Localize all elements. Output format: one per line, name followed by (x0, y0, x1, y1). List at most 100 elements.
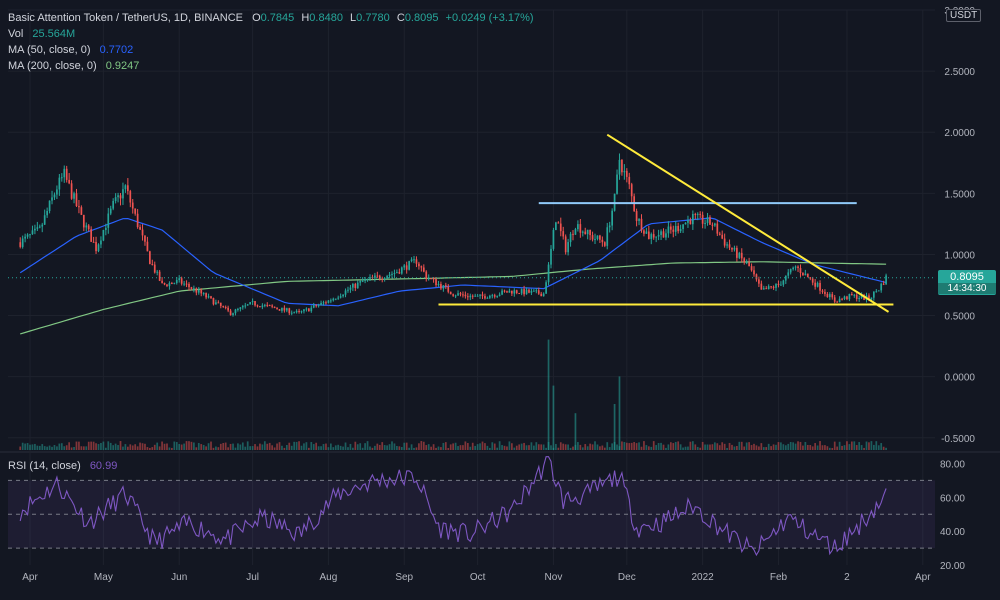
candle-body (838, 298, 841, 303)
volume-bar (811, 446, 814, 450)
volume-bar (828, 447, 831, 450)
high-label: H (301, 12, 310, 24)
ma50-value: 0.7702 (99, 44, 134, 56)
candle-body (608, 225, 611, 228)
candle-body (315, 305, 318, 307)
currency-badge[interactable]: USDT (946, 9, 982, 22)
volume-bar (21, 442, 24, 450)
volume-bar (687, 446, 689, 450)
volume-bar (537, 444, 540, 450)
candle-body (684, 222, 687, 225)
candle-body (342, 294, 344, 297)
volume-bar (388, 444, 391, 450)
candle-body (591, 235, 594, 240)
candle-body (716, 223, 719, 234)
ma200-label[interactable]: MA (200, close, 0) (8, 60, 97, 72)
volume-bar (102, 441, 105, 450)
candle-body (285, 308, 288, 311)
volume-bar (638, 442, 640, 450)
candle-body (616, 174, 618, 194)
volume-bar (366, 441, 369, 450)
candle-body (447, 286, 450, 292)
candle-body (704, 222, 706, 224)
candle-body (877, 290, 880, 292)
volume-bar (569, 447, 572, 450)
volume-bar (107, 441, 110, 450)
candle-body (882, 283, 885, 285)
volume-bar (474, 445, 477, 450)
volume-bar (533, 445, 535, 450)
candle-body (841, 298, 843, 300)
volume-bar (804, 441, 807, 450)
candle-body (645, 231, 648, 234)
candle-body (330, 300, 332, 302)
candle-body (290, 312, 293, 314)
candle-body (312, 305, 315, 308)
close-value: 0.8095 (404, 12, 439, 24)
rsi-label[interactable]: RSI (14, close) (8, 460, 81, 472)
volume-bar (190, 441, 193, 450)
candle-body (694, 213, 697, 215)
candle-body (601, 239, 604, 243)
candle-body (523, 289, 525, 295)
volume-bar (520, 443, 523, 450)
candle-body (728, 244, 731, 248)
volume-bar (112, 445, 115, 450)
volume-bar (276, 443, 278, 450)
volume-bar (440, 447, 442, 450)
candle-body (860, 295, 863, 299)
volume-bar (753, 443, 755, 450)
candle-body (100, 240, 102, 245)
volume-bar (400, 447, 403, 450)
candle-body (374, 275, 376, 278)
candle-body (26, 234, 29, 237)
rsi-line (19, 456, 887, 557)
volume-bar (581, 447, 584, 450)
volume-bar (718, 445, 721, 450)
candle-body (762, 288, 765, 290)
candle-body (584, 231, 587, 235)
volume-bar (56, 446, 58, 450)
open-value: 0.7845 (260, 12, 295, 24)
candle-body (369, 277, 371, 279)
candle-body (848, 294, 851, 300)
ma50-label[interactable]: MA (50, close, 0) (8, 44, 91, 56)
volume-bar (427, 444, 430, 450)
volume-bar (452, 443, 455, 450)
volume-bar (122, 446, 124, 450)
candle-body (569, 233, 572, 243)
volume-bar (78, 441, 80, 450)
candle-body (388, 274, 391, 277)
volume-label[interactable]: Vol (8, 28, 24, 40)
volume-bar (528, 445, 530, 450)
candle-body (765, 288, 768, 290)
volume-bar (151, 447, 154, 450)
candle-body (655, 236, 658, 238)
candle-body (376, 275, 379, 277)
volume-bar (87, 441, 90, 450)
y-tick-label: 2.5000 (944, 67, 975, 78)
volume-bar (633, 442, 636, 450)
candle-body (731, 247, 733, 250)
candle-body (491, 295, 494, 297)
candle-body (709, 217, 711, 225)
volume-bar (251, 446, 254, 450)
x-tick-label: Apr (22, 572, 38, 583)
volume-bar (288, 442, 291, 450)
volume-bar (699, 447, 702, 450)
candle-body (843, 296, 846, 300)
volume-bar (278, 442, 281, 450)
candle-body (82, 214, 85, 228)
volume-bar (589, 443, 591, 450)
volume-bar (271, 445, 274, 450)
candle-body (273, 306, 276, 308)
candle-body (109, 208, 112, 214)
x-tick-label: Jul (246, 572, 259, 583)
symbol-title[interactable]: Basic Attention Token / TetherUS, 1D, BI… (8, 12, 243, 24)
candle-body (408, 261, 410, 270)
volume-bar (745, 442, 748, 450)
x-tick-label: Feb (770, 572, 788, 583)
volume-bar (770, 446, 772, 450)
